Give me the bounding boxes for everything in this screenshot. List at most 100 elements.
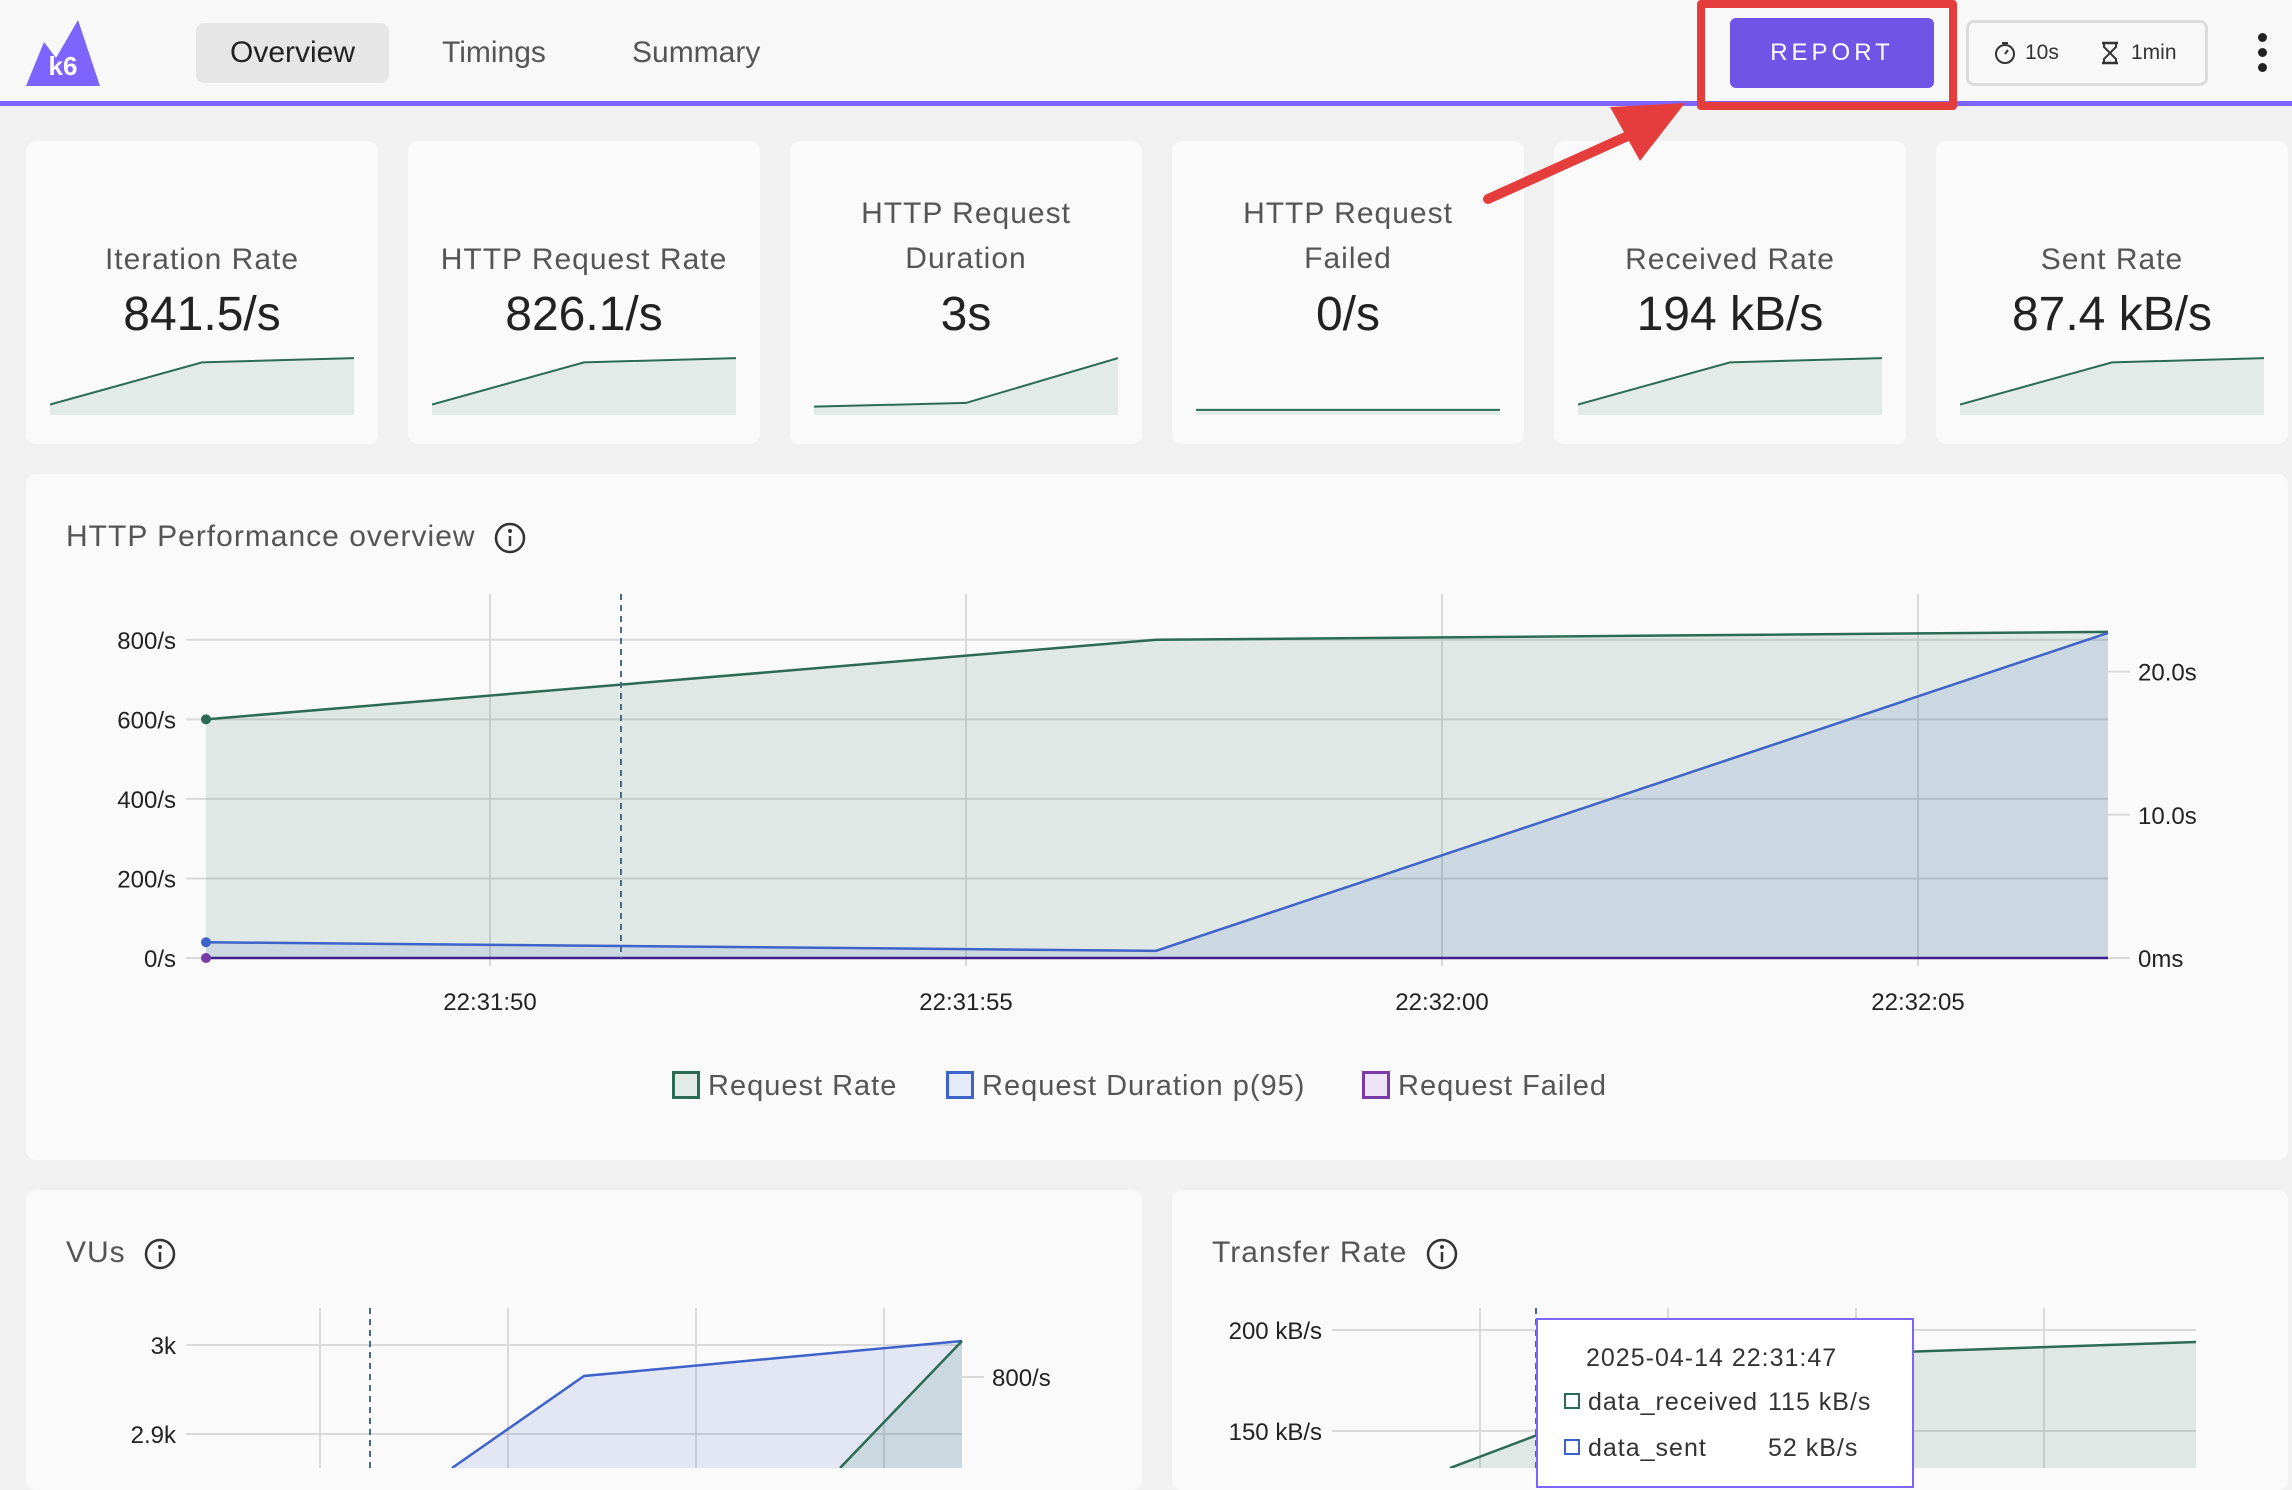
x-tick-label: 22:32:05: [1871, 989, 1964, 1016]
y-left-tick-label: 2.9k: [131, 1422, 177, 1449]
stat-card-title: Sent Rate: [1936, 237, 2288, 282]
stat-card-title: Received Rate: [1554, 237, 1906, 282]
tooltip-series-name: data_received: [1588, 1388, 1759, 1416]
stat-card-value: 194 kB/s: [1636, 288, 1824, 341]
sparkline-area: [1578, 358, 1882, 415]
stat-card-title: HTTP Request Failed: [1172, 191, 1524, 281]
stat-card: HTTP Request Failed 0/s: [1172, 141, 1524, 444]
vus-panel: VUs: [26, 1190, 1142, 1490]
stopwatch-icon: [1995, 42, 2015, 64]
stat-sparkline: [1578, 357, 1882, 415]
y-left-tick-label: 150 kB/s: [1229, 1419, 1322, 1446]
sparkline-area: [1196, 409, 1500, 415]
legend-label: Request Failed: [1398, 1070, 1608, 1102]
sparkline-line: [50, 357, 354, 406]
sparkline-line: [1960, 357, 2264, 406]
http-performance-panel: HTTP Performance overview: [26, 474, 2288, 1160]
http-panel-title-text: HTTP Performance overview: [66, 520, 476, 553]
http-panel-title: HTTP Performance overview: [66, 520, 527, 555]
tab-summary[interactable]: Summary: [632, 36, 761, 69]
sparkline-area: [50, 358, 354, 415]
stat-card-title-line: HTTP Request: [861, 197, 1071, 230]
tooltip-swatch: [1564, 1393, 1580, 1409]
stat-card: Received Rate 194 kB/s: [1554, 141, 1906, 444]
request-rate-area: [206, 631, 2108, 958]
chart-tooltip: 2025-04-14 22:31:47 data_received 115 kB…: [1536, 1318, 1914, 1488]
stat-card-value: 3s: [940, 288, 992, 341]
request-failed-point: [201, 953, 211, 963]
vus-panel-title: VUs: [66, 1236, 177, 1271]
x-tick-label: 22:32:00: [1395, 989, 1488, 1016]
info-icon[interactable]: [1425, 1237, 1459, 1271]
stat-card-title: HTTP Request Duration: [790, 191, 1142, 281]
stat-card-title-line: Duration: [905, 242, 1027, 275]
more-menu-icon[interactable]: [2250, 30, 2274, 76]
stat-sparkline: [1960, 357, 2264, 415]
report-highlight: [1697, 0, 1957, 110]
stat-sparkline: [1196, 408, 1500, 415]
info-icon[interactable]: [143, 1237, 177, 1271]
tab-timings[interactable]: Timings: [442, 36, 546, 69]
y-left-tick-label: 400/s: [117, 787, 176, 814]
stat-card: Sent Rate 87.4 kB/s: [1936, 141, 2288, 444]
tooltip-swatch: [1564, 1439, 1580, 1455]
vus-line: [451, 1339, 963, 1468]
sparkline-area: [432, 358, 736, 415]
info-icon[interactable]: [493, 521, 527, 555]
stat-card-title-line: Sent Rate: [2040, 243, 2184, 276]
refresh-interval-label: 10s: [2025, 41, 2059, 64]
request-rate-line: [205, 630, 2109, 721]
legend-swatch: [672, 1071, 700, 1099]
request-duration-line: [205, 631, 2109, 953]
stat-card: Iteration Rate 841.5/s: [26, 141, 378, 444]
legend-request-duration[interactable]: Request Duration p(95): [946, 1070, 1305, 1103]
annotation-arrow: [1483, 103, 1685, 204]
stat-card-value: 87.4 kB/s: [2011, 288, 2213, 341]
stat-card-title-line: HTTP Request Rate: [440, 243, 728, 276]
y-left-tick-label: 200 kB/s: [1229, 1318, 1322, 1345]
k6-logo[interactable]: k6: [26, 20, 100, 86]
x-tick-label: 22:31:50: [443, 989, 536, 1016]
y-right-tick-label: 20.0s: [2138, 660, 2197, 687]
y-right-tick-label: 10.0s: [2138, 803, 2197, 830]
y-left-tick-label: 0/s: [144, 946, 176, 973]
logo-text: k6: [49, 51, 78, 81]
y-left-tick-label: 3k: [151, 1333, 177, 1360]
vus-request-rate-line: [839, 1340, 963, 1468]
tooltip-time: 2025-04-14 22:31:47: [1586, 1344, 1838, 1372]
transfer-panel-title: Transfer Rate: [1212, 1236, 1459, 1271]
stat-sparkline: [432, 357, 736, 415]
legend-label: Request Duration p(95): [982, 1070, 1306, 1102]
sparkline-line: [432, 357, 736, 406]
vus-area: [452, 1341, 962, 1468]
stat-card-title: HTTP Request Rate: [408, 237, 760, 282]
legend-label: Request Rate: [708, 1070, 898, 1102]
tooltip-series-name: data_sent: [1588, 1434, 1707, 1462]
request-duration-area: [206, 632, 2108, 958]
tooltip-row: data_sent 52 kB/s: [1564, 1434, 1857, 1463]
transfer-panel-title-text: Transfer Rate: [1212, 1236, 1408, 1269]
legend-swatch: [946, 1071, 974, 1099]
stat-card-title-line: HTTP Request: [1243, 197, 1453, 230]
y-left-tick-label: 800/s: [117, 628, 176, 655]
stat-sparkline: [814, 357, 1118, 415]
stat-card-title-line: Iteration Rate: [104, 243, 300, 276]
legend-request-failed[interactable]: Request Failed: [1362, 1070, 1607, 1103]
time-controls: 10s 1min: [1966, 20, 2208, 86]
legend-request-rate[interactable]: Request Rate: [672, 1070, 897, 1103]
legend-swatch: [1362, 1071, 1390, 1099]
request-duration-point: [201, 937, 211, 948]
stat-card-title: Iteration Rate: [26, 237, 378, 282]
sparkline-line: [1578, 357, 1882, 406]
y-right-tick-label: 800/s: [992, 1365, 1051, 1392]
time-range-label: 1min: [2131, 41, 2177, 64]
hourglass-icon: [2102, 41, 2118, 65]
tooltip-row: data_received 115 kB/s: [1564, 1388, 1870, 1417]
tab-overview[interactable]: Overview: [196, 23, 390, 83]
y-left-tick-label: 200/s: [117, 866, 176, 893]
stat-card-value: 826.1/s: [505, 288, 663, 341]
stat-card-title-line: Failed: [1304, 242, 1392, 275]
report-button[interactable]: REPORT: [1730, 18, 1934, 88]
x-tick-label: 22:31:55: [919, 989, 1012, 1016]
